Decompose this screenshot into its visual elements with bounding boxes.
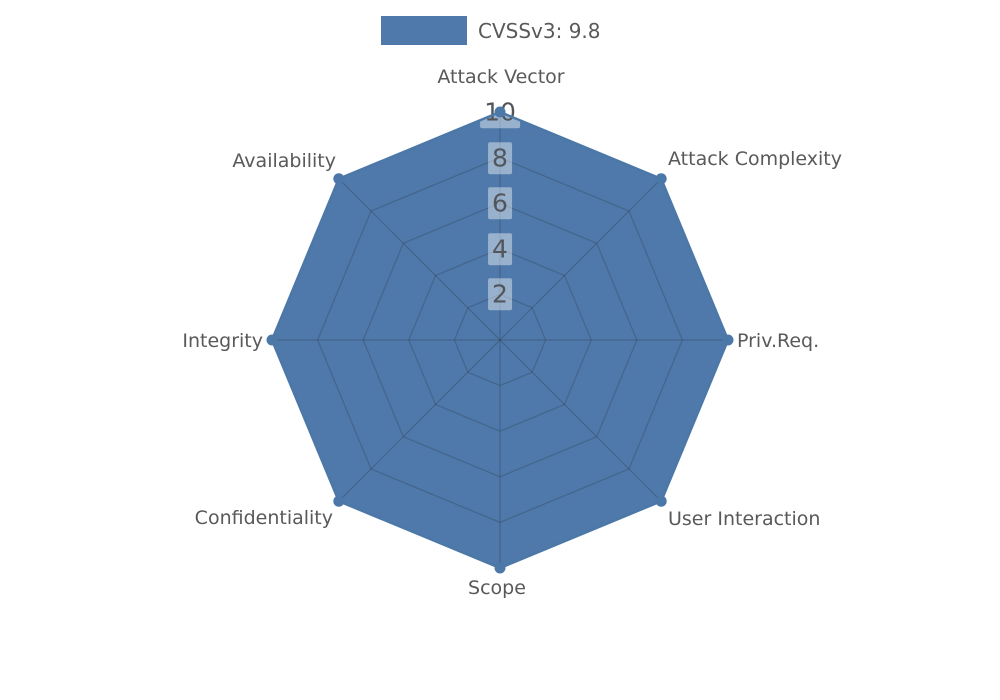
series-marker: [722, 334, 734, 346]
grid-ring: [453, 293, 547, 387]
radial-tick-6: 6: [488, 187, 512, 219]
legend: CVSSv3: 9.8: [381, 16, 601, 45]
axis-label-availability: Availability: [232, 150, 336, 172]
axis-label-attack-complexity: Attack Complexity: [668, 148, 843, 170]
grid-ring: [362, 202, 638, 478]
axis-label-priv-req: Priv.Req.: [737, 330, 820, 352]
radial-tick-2: 2: [488, 278, 512, 310]
axis-label-attack-vector: Attack Vector: [437, 66, 565, 88]
grid-spoke: [499, 339, 662, 502]
grid-spoke: [338, 339, 501, 502]
grid-ring: [408, 248, 592, 432]
series-marker: [333, 173, 345, 185]
axis-label-user-interaction: User Interaction: [668, 508, 821, 530]
series-fill: [272, 112, 728, 568]
series-marker: [333, 495, 345, 507]
grid-ring: [271, 111, 729, 569]
series-marker: [494, 106, 506, 118]
radial-tick-8: 8: [488, 142, 512, 174]
grid-spoke: [338, 178, 501, 341]
radial-tick-4: 4: [488, 233, 512, 265]
axis-label-integrity: Integrity: [182, 330, 263, 352]
grid-spoke: [499, 178, 662, 341]
series-marker: [655, 173, 667, 185]
axis-label-confidentiality: Confidentiality: [194, 507, 333, 529]
series-marker: [266, 334, 278, 346]
series-outline-path: [270, 110, 730, 570]
series-marker: [494, 562, 506, 574]
radial-tick-10: 10: [480, 96, 520, 128]
legend-label: CVSSv3: 9.8: [478, 18, 601, 43]
series-marker: [655, 495, 667, 507]
legend-swatch: [381, 16, 467, 45]
grid-ring: [316, 156, 684, 524]
axis-label-scope: Scope: [468, 577, 526, 599]
